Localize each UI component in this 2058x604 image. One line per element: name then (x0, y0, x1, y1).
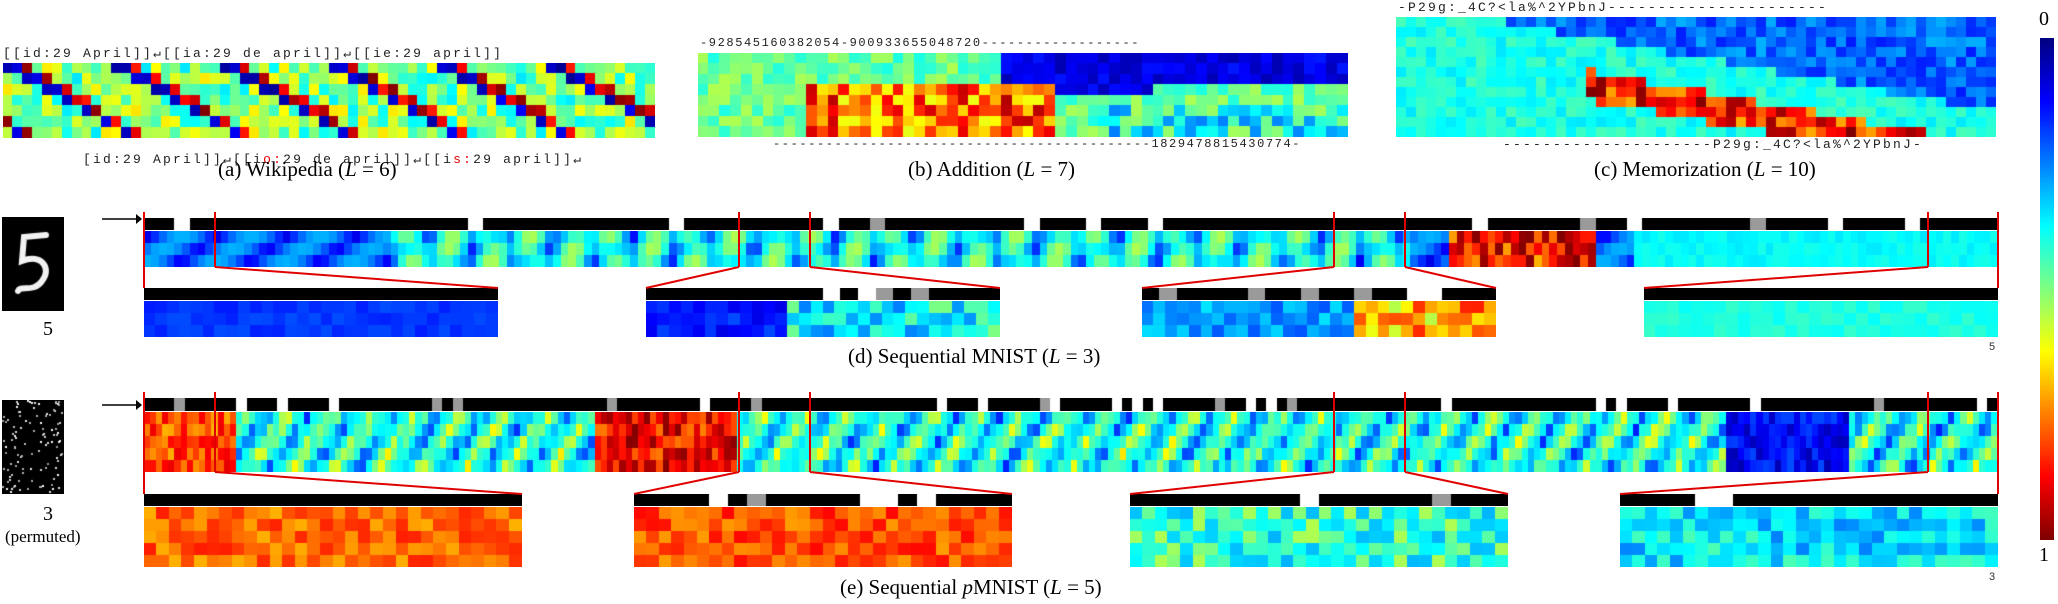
panel-e-caption-var: L (1050, 575, 1062, 599)
panel-c-caption-suffix: = 10) (1765, 157, 1816, 181)
panel-a-top-sequence: [[id:29 April]]↵[[ia:29 de april]]↵[[ie:… (3, 46, 504, 61)
colorbar-min-label: 0 (2039, 8, 2049, 30)
panel-d-zoom-4-gate-bar (1644, 288, 1998, 300)
permuted-digit-image (2, 400, 64, 494)
panel-e-caption-p: p (962, 575, 973, 599)
panel-b-caption: (b) Addition (L = 7) (908, 157, 1075, 182)
panel-e-zoom-4-heatmap (1620, 507, 1998, 567)
panel-d-gate-bar (144, 218, 1998, 230)
panel-e-heatmap (144, 412, 1998, 472)
panel-d-zoom-3-gate-bar (1142, 288, 1496, 300)
panel-a-bottom-pre: [id:29 April]]↵[[i (83, 152, 264, 167)
panel-e-corner-label: 3 (1989, 571, 1996, 583)
panel-c-caption-prefix: (c) Memorization ( (1594, 157, 1754, 181)
panel-d-zoom-1-heatmap (144, 301, 498, 337)
panel-b-heatmap (698, 53, 1348, 137)
panel-a-bottom-red-2: s: (453, 152, 474, 167)
panel-e-zoom-1-heatmap (144, 507, 522, 567)
panel-d-digit-label: 5 (43, 318, 53, 340)
panel-d-caption-suffix: = 3) (1060, 344, 1101, 368)
panel-d-corner-label: 5 (1989, 341, 1996, 353)
panel-e-gate-bar (144, 398, 1998, 411)
panel-a-bottom-post: 29 april]]↵ (473, 152, 584, 167)
panel-e-digit-note: (permuted) (5, 527, 81, 546)
panel-e-zoom-3-heatmap (1130, 507, 1508, 567)
panel-b-caption-prefix: (b) Addition ( (908, 157, 1024, 181)
panel-e-caption-suffix: = 5) (1061, 575, 1102, 599)
panel-a-caption-prefix: (a) Wikipedia ( (218, 157, 346, 181)
colorbar (2040, 38, 2054, 540)
panel-d-zoom-4-heatmap (1644, 301, 1998, 337)
panel-a-caption: (a) Wikipedia (L = 6) (218, 157, 397, 182)
panel-d-zoom-3-heatmap (1142, 301, 1496, 337)
panel-d-arrow-icon (102, 212, 142, 226)
panel-e-zoom-4-gate-bar (1620, 494, 1998, 506)
panel-d-zoom-1-gate-bar (144, 288, 498, 300)
panel-e-zoom-2-heatmap (634, 507, 1012, 567)
panel-e-caption-mid: MNIST ( (972, 575, 1051, 599)
panel-d-caption-prefix: (d) Sequential MNIST ( (848, 344, 1049, 368)
panel-d-caption-var: L (1048, 344, 1061, 368)
panel-b-caption-var: L (1023, 157, 1036, 181)
panel-a-bottom-sequence: [id:29 April]]↵[[io:29 de april]]↵[[is:2… (63, 137, 583, 167)
panel-b-caption-suffix: = 7) (1035, 157, 1076, 181)
panel-e-zoom-1-gate-bar (144, 494, 522, 506)
panel-a-bottom-red-1: o: (263, 152, 284, 167)
panel-e-caption: (e) Sequential pMNIST (L = 5) (840, 575, 1102, 600)
panel-c-top-sequence: -P29g:_4C?<la%^2YPbnJ-------------------… (1398, 0, 1829, 15)
panel-c-caption: (c) Memorization (L = 10) (1594, 157, 1816, 182)
panel-a-bottom-mid: 29 de april]]↵[[i (283, 152, 454, 167)
panel-a-heatmap (3, 63, 655, 138)
panel-e-zoom-2-gate-bar (634, 494, 1012, 506)
panel-d-heatmap (144, 231, 1998, 267)
colorbar-max-label: 1 (2039, 544, 2049, 566)
panel-b-bottom-sequence: ----------------------------------------… (773, 137, 1302, 151)
mnist-digit-image (2, 217, 64, 311)
panel-e-zoom-3-gate-bar (1130, 494, 1508, 506)
panel-e-arrow-icon (102, 398, 142, 412)
panel-a-caption-var: L (345, 157, 357, 181)
panel-c-caption-var: L (1753, 157, 1766, 181)
panel-a-caption-suffix: = 6) (356, 157, 397, 181)
panel-d-zoom-2-heatmap (646, 301, 1000, 337)
panel-c-heatmap (1396, 17, 1996, 137)
panel-d-caption: (d) Sequential MNIST (L = 3) (848, 344, 1100, 369)
panel-e-digit-label: 3 (43, 503, 53, 525)
panel-c-bottom-sequence: ---------------------P29g:_4C?<la%^2YPbn… (1503, 137, 1924, 152)
panel-e-caption-prefix: (e) Sequential (840, 575, 963, 599)
panel-b-top-sequence: -928545160382054-900933655048720--------… (700, 36, 1141, 50)
panel-d-zoom-2-gate-bar (646, 288, 1000, 300)
